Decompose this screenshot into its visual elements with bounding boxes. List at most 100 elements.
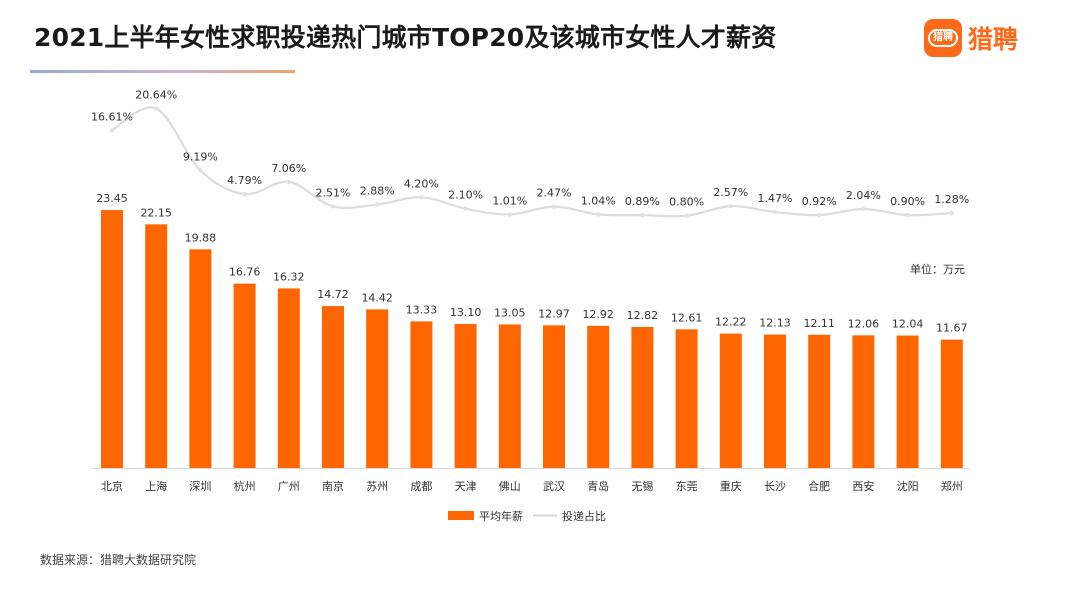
line-point-天津 (463, 206, 468, 211)
line-label-成都: 4.20% (404, 177, 439, 190)
logo-badge-text: 猎聘 (928, 29, 958, 47)
x-tick-深圳: 深圳 (189, 480, 211, 493)
line-label-广州: 7.06% (271, 162, 306, 175)
line-point-成都 (419, 195, 424, 200)
line-label-上海: 20.64% (135, 89, 177, 102)
bar-label-合肥: 12.11 (803, 317, 835, 330)
bar-东莞 (675, 329, 698, 468)
bar-label-郑州: 11.67 (936, 322, 968, 335)
bar-label-广州: 16.32 (273, 270, 305, 283)
bar-武汉 (543, 325, 565, 468)
bar-深圳 (189, 249, 212, 468)
x-tick-东莞: 东莞 (676, 480, 698, 493)
legend-label-bar: 平均年薪 (479, 509, 523, 523)
line-point-沈阳 (905, 212, 910, 218)
axis-layer: 北京 上海 深圳 杭州 广州 南京 苏州 成都 天津 佛山 武汉 青岛 无锡 东莞 重庆 长沙 合肥 西安 沈阳 郑州 (92, 468, 970, 493)
bar-layer: 23.45 22.15 19.88 16.76 16.32 14.72 14.42 13.33… (96, 192, 968, 469)
x-tick-沈阳: 沈阳 (897, 479, 919, 493)
bar-label-上海: 22.15 (140, 206, 172, 219)
bar-成都 (410, 321, 433, 468)
line-point-广州 (286, 179, 291, 185)
line-point-南京 (330, 204, 336, 209)
x-tick-南京: 南京 (322, 479, 344, 493)
line-point-青岛 (596, 212, 601, 217)
bar-label-青岛: 12.92 (582, 308, 614, 321)
unit-label: 单位：万元 (910, 262, 965, 276)
line-label-郑州: 1.28% (934, 193, 969, 206)
title-underline (30, 70, 295, 73)
line-point-合肥 (817, 212, 822, 218)
x-tick-广州: 广州 (278, 480, 300, 493)
logo-brand-name: 猎聘 (968, 25, 1019, 54)
x-tick-成都: 成都 (410, 480, 432, 493)
data-source-note: 数据来源：猎聘大数据研究院 (40, 553, 197, 567)
x-tick-重庆: 重庆 (720, 479, 742, 493)
x-tick-合肥: 合肥 (808, 479, 830, 493)
line-label-无锡: 0.89% (625, 195, 660, 208)
bar-郑州 (940, 339, 963, 468)
bar-长沙 (764, 334, 786, 468)
line-label-武汉: 2.47% (537, 187, 572, 200)
bar-南京 (322, 306, 344, 468)
line-point-佛山 (507, 212, 512, 217)
x-tick-郑州: 郑州 (941, 479, 963, 493)
line-label-东莞: 0.80% (669, 196, 704, 209)
line-label-南京: 2.51% (316, 186, 351, 199)
line-label-重庆: 2.57% (713, 186, 748, 199)
line-label-合肥: 0.92% (802, 195, 837, 208)
bar-杭州 (233, 283, 256, 468)
speech-bubble-icon: 猎聘 (924, 19, 962, 57)
bar-label-长沙: 12.13 (759, 317, 791, 330)
line-point-北京 (109, 128, 115, 133)
bar-重庆 (719, 333, 742, 468)
legend-label-line: 投递占比 (562, 509, 606, 523)
legend: 平均年薪 投递占比 (448, 509, 606, 523)
bar-label-深圳: 19.88 (185, 231, 217, 244)
bar-天津 (454, 323, 477, 468)
line-label-深圳: 9.19% (183, 150, 218, 163)
bar-北京 (101, 210, 123, 469)
bar-label-沈阳: 12.04 (892, 318, 924, 331)
x-tick-佛山: 佛山 (499, 480, 521, 493)
bar-label-无锡: 12.82 (627, 309, 659, 322)
bar-label-东莞: 12.61 (671, 311, 703, 324)
line-point-重庆 (728, 203, 733, 209)
x-tick-杭州: 杭州 (234, 479, 256, 493)
line-point-深圳 (198, 168, 203, 173)
line-point-郑州 (949, 210, 954, 216)
line-point-杭州 (242, 191, 247, 197)
brand-logo: 猎聘 猎聘 (924, 18, 1018, 58)
line-label-北京: 16.61% (91, 110, 133, 123)
x-tick-上海: 上海 (145, 479, 167, 493)
bar-合肥 (808, 334, 831, 468)
line-point-苏州 (375, 202, 380, 207)
bar-广州 (277, 288, 300, 468)
bar-label-苏州: 14.42 (361, 291, 393, 304)
line-label-沈阳: 0.90% (890, 195, 925, 208)
legend-swatch-bar (448, 511, 474, 520)
line-point-上海 (154, 106, 159, 111)
bar-无锡 (631, 326, 654, 468)
line-label-天津: 2.10% (448, 189, 483, 202)
bar-label-成都: 13.33 (406, 303, 438, 316)
bar-西安 (852, 335, 875, 468)
bar-label-重庆: 12.22 (715, 316, 747, 329)
chart-title: 2021上半年女性求职投递热门城市TOP20及该城市女性人才薪资 (34, 23, 777, 52)
bar-label-杭州: 16.76 (229, 266, 261, 279)
x-tick-北京: 北京 (101, 479, 123, 493)
bar-label-西安: 12.06 (848, 317, 880, 330)
line-point-无锡 (640, 212, 645, 218)
line-point-武汉 (551, 204, 557, 209)
x-tick-天津: 天津 (455, 480, 477, 493)
x-tick-长沙: 长沙 (764, 480, 786, 493)
bar-label-佛山: 13.05 (494, 306, 526, 319)
x-tick-无锡: 无锡 (631, 479, 653, 493)
x-tick-青岛: 青岛 (587, 479, 609, 493)
x-tick-苏州: 苏州 (366, 480, 388, 493)
line-point-长沙 (772, 209, 778, 215)
bar-沈阳 (896, 335, 919, 468)
x-tick-武汉: 武汉 (543, 480, 565, 493)
line-label-西安: 2.04% (846, 189, 881, 202)
bar-label-武汉: 12.97 (538, 307, 570, 320)
